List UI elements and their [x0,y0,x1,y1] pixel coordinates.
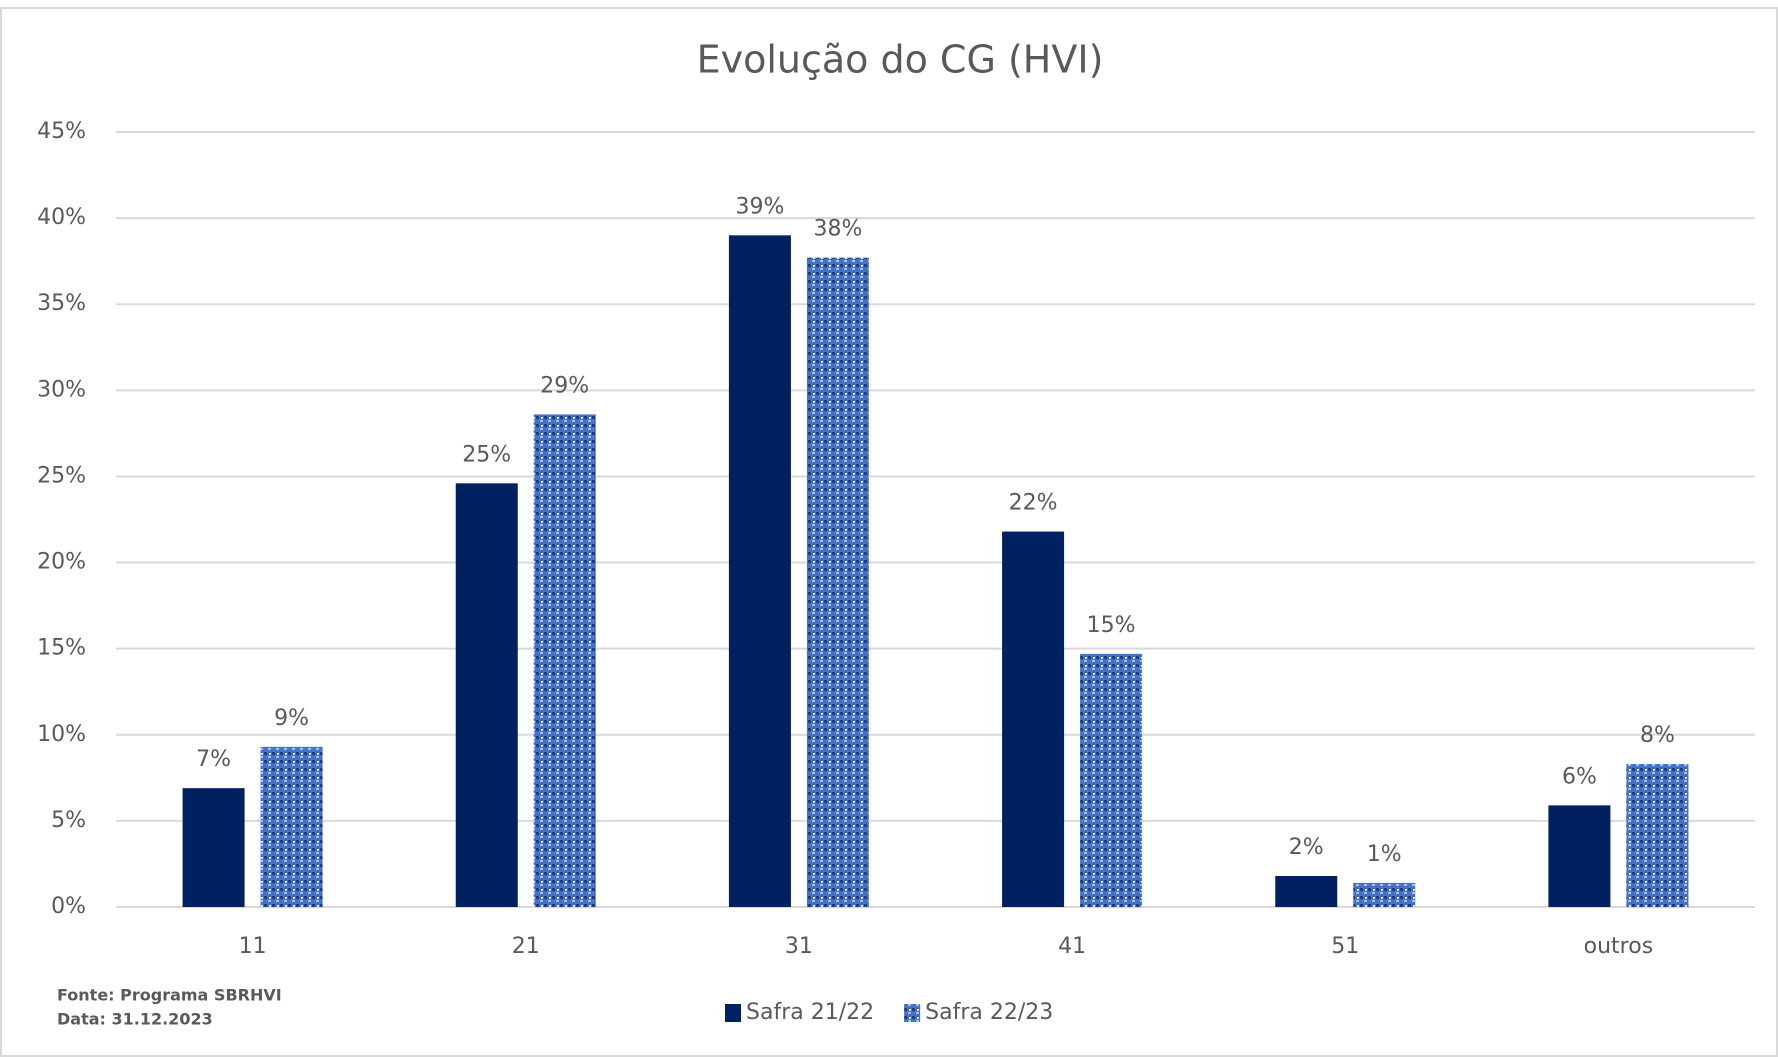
legend-label: Safra 22/23 [925,1000,1053,1025]
bar [1548,805,1611,907]
y-tick-label: 35% [37,291,86,316]
data-label: 8% [1640,723,1675,748]
y-tick-label: 5% [51,808,86,833]
data-label: 7% [196,747,231,772]
data-label: 39% [735,194,784,219]
data-label: 22% [1009,491,1058,516]
bar [1353,882,1416,907]
date-note: Data: 31.12.2023 [57,1010,213,1029]
bar [806,257,869,907]
data-label: 2% [1289,835,1324,860]
y-tick-label: 40% [37,205,86,230]
legend-label: Safra 21/22 [746,1000,874,1025]
legend-swatch [725,1004,741,1022]
bar [1275,876,1338,907]
chart-title: Evolução do CG (HVI) [697,38,1104,82]
x-tick-label: 31 [785,934,813,959]
legend-swatch [904,1004,921,1022]
y-tick-label: 45% [37,119,86,144]
y-tick-label: 20% [37,550,86,575]
data-label: 1% [1367,842,1402,867]
data-label: 15% [1087,613,1136,638]
data-label: 9% [274,706,309,731]
data-label: 6% [1562,764,1597,789]
data-label: 38% [813,217,862,242]
bar [182,788,245,907]
bar [1626,764,1689,907]
y-tick-label: 15% [37,636,86,661]
x-tick-label: 21 [512,934,540,959]
data-label: 25% [462,442,511,467]
x-tick-label: 41 [1058,934,1086,959]
source-note: Fonte: Programa SBRHVI [57,986,282,1005]
y-tick-label: 0% [51,894,86,919]
bar [1002,531,1065,907]
bar [455,483,518,907]
x-tick-label: outros [1584,934,1654,959]
bar [533,414,596,907]
y-tick-label: 30% [37,377,86,402]
data-label: 29% [540,373,589,398]
y-tick-label: 25% [37,463,86,488]
bar [728,235,791,908]
y-tick-label: 10% [37,722,86,747]
bar [260,746,323,907]
bar [1080,653,1143,907]
x-tick-label: 11 [239,934,267,959]
x-tick-label: 51 [1331,934,1359,959]
